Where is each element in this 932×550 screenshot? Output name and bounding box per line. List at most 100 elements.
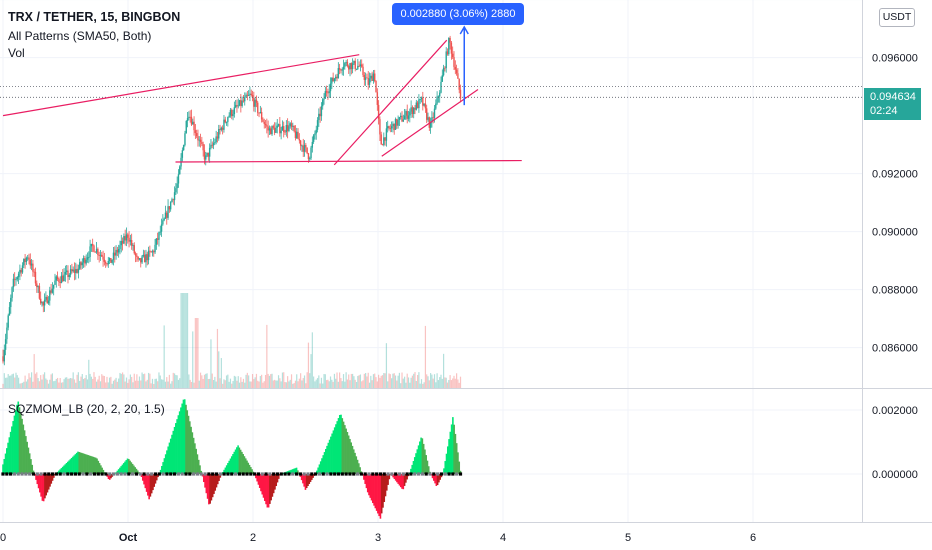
volume-bar: [76, 374, 78, 388]
candle-body: [394, 118, 397, 130]
candle-body: [276, 125, 278, 128]
osc-bar: [125, 460, 128, 474]
candle-body: [351, 63, 354, 70]
candle-body: [64, 271, 67, 275]
volume-bar: [223, 379, 225, 388]
osc-bar: [74, 454, 77, 474]
osc-bar: [347, 435, 350, 474]
osc-bar: [189, 421, 191, 474]
osc-bar: [75, 452, 78, 474]
osc-bar: [424, 449, 426, 474]
osc-bar: [305, 474, 308, 489]
candle-body: [254, 99, 256, 107]
volume-bar: [101, 374, 103, 388]
volume-bar: [235, 376, 237, 388]
volume-bar: [259, 376, 261, 388]
volume-bar: [383, 373, 385, 388]
osc-bar: [379, 474, 382, 519]
candle-body: [138, 258, 141, 260]
osc-bar: [350, 442, 353, 474]
volume-bar: [348, 374, 350, 388]
osc-bar: [120, 466, 122, 474]
volume-bar: [10, 375, 12, 388]
candle-body: [344, 63, 346, 67]
volume-bar: [368, 382, 371, 388]
candle-body: [163, 218, 165, 221]
currency-button[interactable]: USDT: [879, 8, 915, 27]
osc-bar: [416, 449, 419, 474]
candle-body: [188, 116, 190, 119]
pattern-indicator-label[interactable]: All Patterns (SMA50, Both): [8, 29, 152, 43]
squeeze-dot: [275, 472, 280, 476]
osc-bar: [122, 463, 125, 474]
volume-bar: [7, 374, 9, 388]
candle-body: [114, 252, 116, 256]
volume-bar: [437, 380, 440, 388]
candle-body: [129, 240, 132, 242]
candle-body: [124, 236, 126, 241]
candle-body: [15, 279, 17, 281]
osc-bar: [100, 465, 102, 474]
osc-bar: [177, 415, 180, 474]
osc-bar: [67, 461, 69, 474]
candle-body: [446, 51, 449, 55]
bar-countdown: 02:24: [870, 105, 898, 117]
volume-bar: [409, 382, 411, 388]
candle-body: [318, 113, 320, 121]
volume-bar: [149, 373, 151, 388]
osc-bar: [457, 452, 459, 474]
candle-body: [370, 75, 372, 79]
osc-bar: [209, 474, 211, 504]
volume-bar: [75, 382, 77, 388]
osc-bar: [427, 466, 430, 474]
volume-bar: [229, 378, 232, 388]
squeeze-dot: [352, 472, 356, 476]
candle-body: [154, 244, 156, 253]
volume-bar: [171, 381, 173, 388]
osc-bar: [293, 468, 295, 474]
oscillator-label[interactable]: SQZMOM_LB (20, 2, 20, 1.5): [8, 402, 165, 416]
volume-bar: [110, 376, 112, 388]
osc-bar: [321, 458, 323, 474]
candle-body: [145, 254, 147, 263]
osc-bar: [172, 430, 175, 474]
candle-body: [206, 152, 208, 156]
candle-body: [160, 224, 163, 232]
volume-bar: [359, 374, 362, 388]
candle-body: [94, 251, 96, 253]
candle-body: [457, 73, 459, 79]
volume-bar: [185, 293, 187, 388]
time-tick-label: 0: [0, 532, 6, 544]
osc-bar: [14, 410, 17, 474]
volume-bar: [68, 378, 70, 388]
osc-bar: [53, 474, 55, 478]
candle-body: [338, 68, 341, 70]
volume-indicator-label[interactable]: Vol: [8, 46, 25, 60]
osc-bar: [191, 432, 194, 474]
osc-bar: [324, 448, 327, 474]
osc-bar: [433, 474, 435, 481]
candle-body: [435, 103, 437, 109]
volume-bar: [407, 377, 410, 388]
osc-bar: [250, 467, 252, 474]
squeeze-dot: [100, 472, 104, 476]
volume-bar: [294, 380, 297, 388]
squeeze-dot: [260, 472, 264, 476]
candle-body: [283, 126, 285, 132]
osc-bar: [431, 474, 434, 479]
squeeze-dot: [401, 472, 405, 476]
candle-body: [306, 147, 308, 154]
candle-body: [320, 106, 323, 117]
candle-body: [197, 136, 199, 141]
osc-bar: [116, 470, 119, 474]
volume-bar: [439, 377, 441, 388]
volume-bar: [43, 372, 46, 388]
osc-bar: [102, 469, 105, 474]
volume-bar: [306, 372, 308, 388]
osc-bar: [9, 431, 12, 474]
squeeze-dot: [16, 472, 20, 476]
candle-body: [311, 141, 314, 148]
candle-body: [455, 69, 458, 74]
volume-bar: [309, 373, 311, 388]
